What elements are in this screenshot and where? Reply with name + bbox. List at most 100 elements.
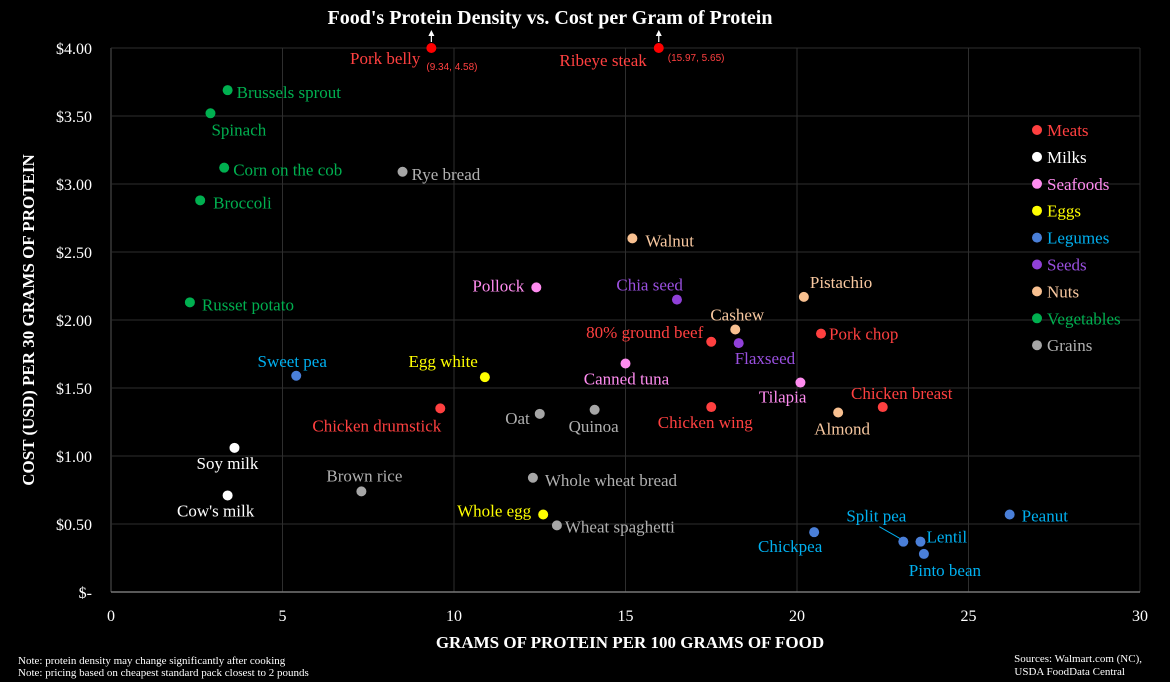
point-label: Whole egg bbox=[457, 501, 532, 520]
marker bbox=[671, 294, 682, 305]
y-axis-label: COST (USD) PER 30 GRAMS OF PROTEIN bbox=[19, 154, 38, 486]
legend-item-nuts: Nuts bbox=[1032, 282, 1079, 301]
marker bbox=[479, 372, 490, 383]
point-label: Walnut bbox=[645, 231, 694, 250]
marker bbox=[527, 472, 538, 483]
point-walnut: Walnut bbox=[627, 231, 694, 250]
point-pork-belly: Pork belly (9.34, 4.58) bbox=[350, 30, 478, 73]
point-label: Canned tuna bbox=[584, 370, 670, 389]
point-label: Peanut bbox=[1022, 506, 1069, 525]
point-label: Brussels sprout bbox=[237, 83, 342, 102]
x-tick-label: 0 bbox=[107, 608, 115, 625]
point-almond: Almond bbox=[814, 407, 871, 438]
point-label: Split pea bbox=[846, 507, 906, 526]
point-label: Flaxseed bbox=[735, 349, 796, 368]
sources-line-1: Sources: Walmart.com (NC), bbox=[1014, 653, 1142, 665]
point-label: 80% ground beef bbox=[586, 323, 703, 342]
marker bbox=[918, 548, 929, 559]
point-rye-bread: Rye bread bbox=[397, 165, 481, 184]
marker bbox=[653, 43, 664, 53]
marker bbox=[291, 370, 302, 381]
legend-marker bbox=[1032, 313, 1042, 324]
legend-label: Seafoods bbox=[1047, 175, 1109, 194]
y-axis-ticks: $- $0.50 $1.00 $1.50 $2.00 $2.50 $3.00 $3.50 $4.… bbox=[56, 41, 92, 602]
marker bbox=[730, 324, 741, 335]
legend-marker bbox=[1032, 151, 1042, 162]
point-cashew: Cashew bbox=[710, 306, 765, 335]
marker bbox=[229, 442, 240, 453]
point-brussels-sprout: Brussels sprout bbox=[222, 83, 342, 102]
point-label: Corn on the cob bbox=[233, 161, 342, 180]
note-pricing: Note: pricing based on cheapest standard… bbox=[18, 667, 309, 679]
x-tick-label: 10 bbox=[446, 608, 462, 625]
marker bbox=[795, 377, 806, 388]
point-ribeye-steak: Ribeye steak (15.97, 5.65) bbox=[559, 30, 724, 70]
point-sweet-pea: Sweet pea bbox=[258, 352, 328, 381]
legend-label: Nuts bbox=[1047, 282, 1079, 301]
point-quinoa: Quinoa bbox=[569, 404, 619, 436]
x-tick-label: 30 bbox=[1132, 608, 1148, 625]
point-label: Cashew bbox=[710, 306, 765, 325]
point-label: Egg white bbox=[408, 352, 477, 371]
point-chia-seed: Chia seed bbox=[616, 276, 683, 305]
legend-label: Milks bbox=[1047, 148, 1087, 167]
point-pinto-bean: Pinto bean bbox=[909, 548, 982, 580]
marker bbox=[531, 282, 542, 293]
marker bbox=[356, 486, 367, 497]
y-tick-label: $4.00 bbox=[56, 41, 92, 58]
legend-marker bbox=[1032, 232, 1042, 243]
marker bbox=[620, 358, 631, 369]
point-label: Chicken drumstick bbox=[312, 416, 441, 435]
point-pollock: Pollock bbox=[472, 276, 542, 295]
x-tick-label: 20 bbox=[789, 608, 805, 625]
point-broccoli: Broccoli bbox=[195, 193, 272, 212]
point-label: Rye bread bbox=[412, 165, 481, 184]
y-tick-label: $0.50 bbox=[56, 517, 92, 534]
point-label: Soy milk bbox=[197, 454, 259, 473]
marker bbox=[195, 195, 206, 206]
marker bbox=[222, 490, 233, 501]
point-value-label: (9.34, 4.58) bbox=[426, 62, 477, 73]
legend-label: Legumes bbox=[1047, 229, 1109, 248]
legend-marker bbox=[1032, 259, 1042, 270]
point-chicken-drumstick: Chicken drumstick bbox=[312, 403, 446, 435]
point-label: Lentil bbox=[926, 528, 967, 547]
marker bbox=[898, 536, 909, 547]
point-whole-egg: Whole egg bbox=[457, 501, 549, 520]
point-label: Russet potato bbox=[202, 295, 294, 314]
marker bbox=[222, 85, 233, 96]
point-pistachio: Pistachio bbox=[798, 273, 872, 302]
x-axis-label: GRAMS OF PROTEIN PER 100 GRAMS OF FOOD bbox=[436, 633, 824, 652]
x-axis-ticks: 0 5 10 15 20 25 30 bbox=[107, 608, 1148, 625]
point-tilapia: Tilapia bbox=[759, 377, 807, 407]
point-label: Pollock bbox=[472, 276, 524, 295]
legend-item-seeds: Seeds bbox=[1032, 256, 1087, 275]
point-label: Almond bbox=[814, 419, 870, 438]
legend-item-eggs: Eggs bbox=[1032, 202, 1081, 221]
y-tick-label: $- bbox=[79, 585, 92, 602]
legend: Meats Milks Seafoods Eggs Legumes Seeds Nuts Ve… bbox=[1032, 121, 1121, 355]
legend-marker bbox=[1032, 205, 1042, 216]
marker bbox=[551, 520, 562, 531]
legend-label: Vegetables bbox=[1047, 309, 1121, 328]
legend-marker bbox=[1032, 340, 1042, 351]
marker bbox=[877, 402, 888, 413]
point-value-label: (15.97, 5.65) bbox=[668, 53, 725, 64]
y-tick-label: $3.50 bbox=[56, 109, 92, 126]
legend-item-vegetables: Vegetables bbox=[1032, 309, 1121, 328]
marker bbox=[205, 108, 216, 119]
marker bbox=[627, 233, 638, 244]
point-label: Sweet pea bbox=[258, 352, 328, 371]
marker bbox=[534, 408, 545, 419]
point-label: Whole wheat bread bbox=[545, 471, 678, 490]
marker bbox=[538, 509, 549, 520]
x-tick-label: 25 bbox=[961, 608, 977, 625]
point-label: Ribeye steak bbox=[559, 51, 647, 70]
leader-line bbox=[879, 526, 901, 540]
point-canned-tuna: Canned tuna bbox=[584, 358, 670, 389]
point-wheat-spaghetti: Wheat spaghetti bbox=[551, 517, 675, 536]
legend-marker bbox=[1032, 178, 1042, 189]
gridlines bbox=[110, 47, 1141, 593]
legend-item-meats: Meats bbox=[1032, 121, 1089, 140]
